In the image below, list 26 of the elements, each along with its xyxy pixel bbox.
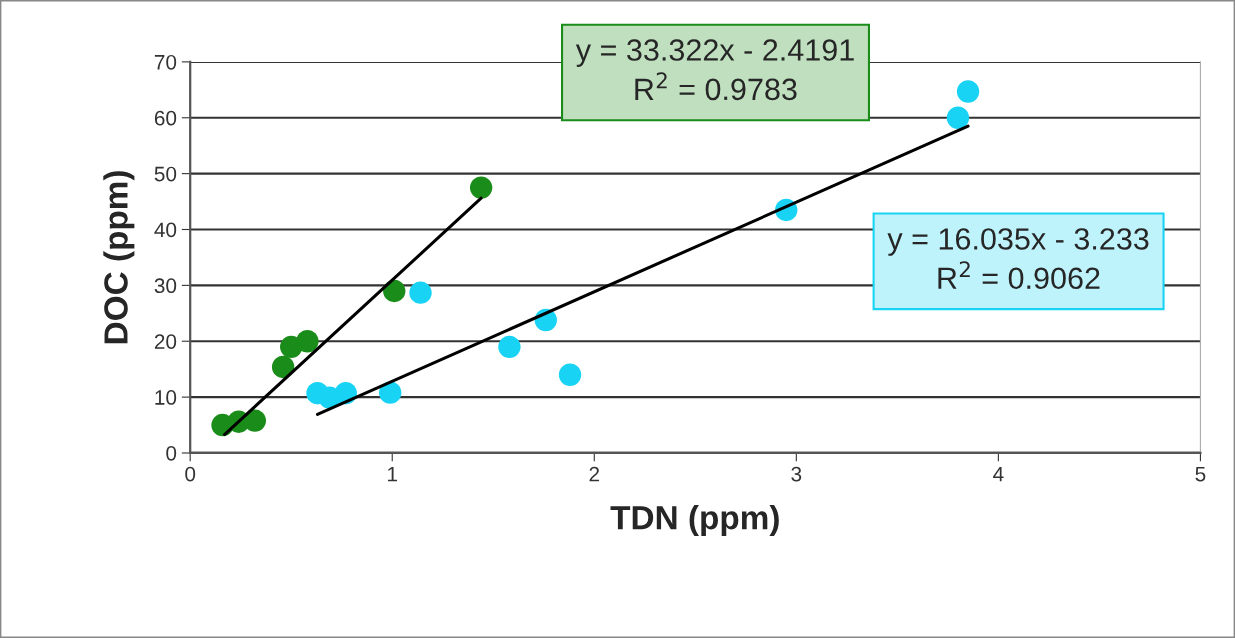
point xyxy=(498,335,521,359)
annotation: y = 33.322x - 2.4191 R$^{2}$ = 0.9783 xyxy=(575,39,854,101)
y-tick-label: 30 xyxy=(154,278,177,294)
y-axis-title: DOC (ppm) xyxy=(103,171,135,344)
x-axis-title: TDN (ppm) xyxy=(610,505,779,537)
y-tick-label: 10 xyxy=(155,390,177,405)
x-tick-label: 1 xyxy=(388,466,398,482)
y-tick-label: 0 xyxy=(166,445,177,461)
point xyxy=(469,176,493,199)
point xyxy=(296,330,319,353)
x-tick-label: 2 xyxy=(589,466,600,482)
x-tick-label: 5 xyxy=(1195,466,1206,482)
x-tick-label: 4 xyxy=(993,466,1004,482)
x-tick-label: 3 xyxy=(791,466,802,482)
point xyxy=(558,363,582,386)
point xyxy=(409,281,432,304)
y-tick-label: 40 xyxy=(154,222,177,238)
y-tick-label: 20 xyxy=(154,334,177,349)
y-tick-label: 60 xyxy=(154,110,177,126)
point xyxy=(946,106,970,129)
y-tick-label: 50 xyxy=(154,166,177,182)
annotation: y = 16.035x - 3.233 R$^{2}$ = 0.9062 xyxy=(887,228,1149,290)
point xyxy=(956,80,980,103)
point xyxy=(271,355,295,379)
y-tick-label: 70 xyxy=(154,54,177,70)
x-tick-label: 0 xyxy=(185,466,196,482)
